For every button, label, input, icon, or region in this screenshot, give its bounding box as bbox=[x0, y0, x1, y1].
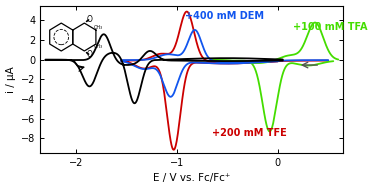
Y-axis label: i / μA: i / μA bbox=[6, 66, 15, 93]
X-axis label: E / V vs. Fc/Fc⁺: E / V vs. Fc/Fc⁺ bbox=[153, 174, 231, 184]
Text: +200 mM TFE: +200 mM TFE bbox=[212, 128, 287, 138]
Text: +400 mM DEM: +400 mM DEM bbox=[185, 11, 264, 21]
Text: +100 mM TFA: +100 mM TFA bbox=[293, 22, 368, 32]
